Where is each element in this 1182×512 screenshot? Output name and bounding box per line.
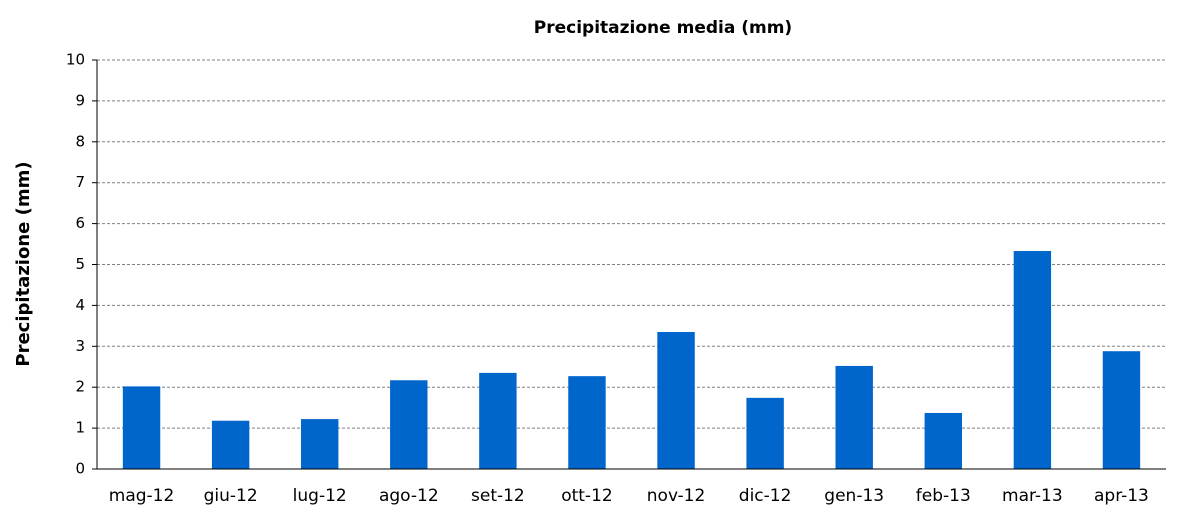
bar: [1102, 351, 1141, 469]
y-tick-label: 5: [75, 255, 85, 273]
y-tick-label: 7: [75, 173, 85, 191]
x-tick-label: feb-13: [916, 486, 971, 506]
x-tick-label: giu-12: [204, 486, 258, 506]
x-tick-label: apr-13: [1094, 486, 1149, 506]
y-tick-label: 6: [75, 214, 85, 232]
bar: [122, 386, 161, 469]
x-tick-label: gen-13: [824, 486, 884, 506]
bar: [568, 376, 606, 469]
bar: [479, 372, 517, 469]
bar: [657, 331, 695, 469]
y-axis-label: Precipitazione (mm): [13, 161, 34, 366]
bar: [211, 420, 250, 469]
bar: [390, 380, 428, 469]
y-tick-label: 3: [75, 337, 85, 355]
y-tick-label: 4: [75, 296, 85, 314]
x-tick-label: nov-12: [647, 486, 706, 506]
y-tick-label: 8: [75, 132, 85, 150]
x-tick-label: ago-12: [379, 486, 439, 506]
y-tick-label: 2: [75, 378, 85, 396]
x-tick-label: mar-13: [1002, 486, 1063, 506]
x-tick-label: dic-12: [739, 486, 792, 506]
x-tick-label: lug-12: [293, 486, 347, 506]
chart-title: Precipitazione media (mm): [534, 18, 792, 38]
y-tick-label: 0: [75, 460, 85, 478]
x-tick-label: set-12: [471, 486, 525, 506]
bar: [924, 412, 962, 469]
x-tick-label: ott-12: [561, 486, 613, 506]
y-tick-label: 9: [75, 91, 85, 109]
y-tick-label: 10: [66, 51, 85, 69]
x-tick-label: mag-12: [109, 486, 175, 506]
bar: [746, 397, 784, 469]
bar: [301, 419, 339, 469]
bar: [835, 365, 873, 469]
y-tick-label: 1: [75, 419, 85, 437]
bar: [1013, 251, 1052, 469]
